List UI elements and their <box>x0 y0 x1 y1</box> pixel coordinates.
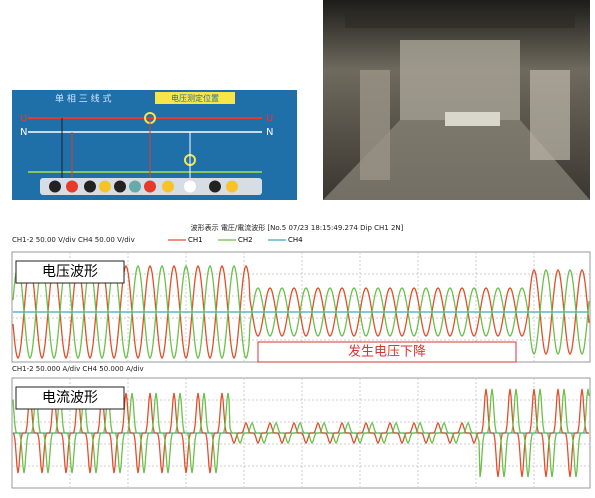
annotation: 发生电压下降 <box>348 344 426 360</box>
wave-header: 波形表示 電圧/電流波形 [No.5 07/23 18:15:49.274 Di… <box>191 223 404 232</box>
legend: CH1 CH2 CH4 <box>168 236 303 244</box>
legend-label: CH4 <box>288 236 303 244</box>
panel-label: 电压波形 <box>42 264 98 280</box>
room-photo <box>323 0 590 200</box>
scale-text: CH1-2 50.00 V/div CH4 50.00 V/div <box>12 236 135 244</box>
scale-text: CH1-2 50.000 A/div CH4 50.000 A/div <box>12 365 144 373</box>
wiring-diagram: 单 相 三 线 式 电压测定位置 U N U N <box>12 90 297 200</box>
waveform <box>12 264 590 360</box>
legend-label: CH2 <box>238 236 253 244</box>
label-box <box>15 386 125 410</box>
wire-label: U <box>266 113 273 124</box>
panel-label: 电流波形 <box>42 390 98 406</box>
label-box <box>15 260 125 284</box>
wire-label: N <box>266 127 273 138</box>
diagram-title: 单 相 三 线 式 <box>55 93 111 105</box>
wire-label: N <box>20 127 27 138</box>
waveform <box>12 264 590 360</box>
badge-bg <box>155 92 235 104</box>
waveform <box>12 388 590 478</box>
annotation-box <box>257 341 517 363</box>
wire-label: U <box>20 113 27 124</box>
badge: 电压测定位置 <box>171 93 219 103</box>
terminals <box>49 180 238 193</box>
legend-label: CH1 <box>188 236 203 244</box>
